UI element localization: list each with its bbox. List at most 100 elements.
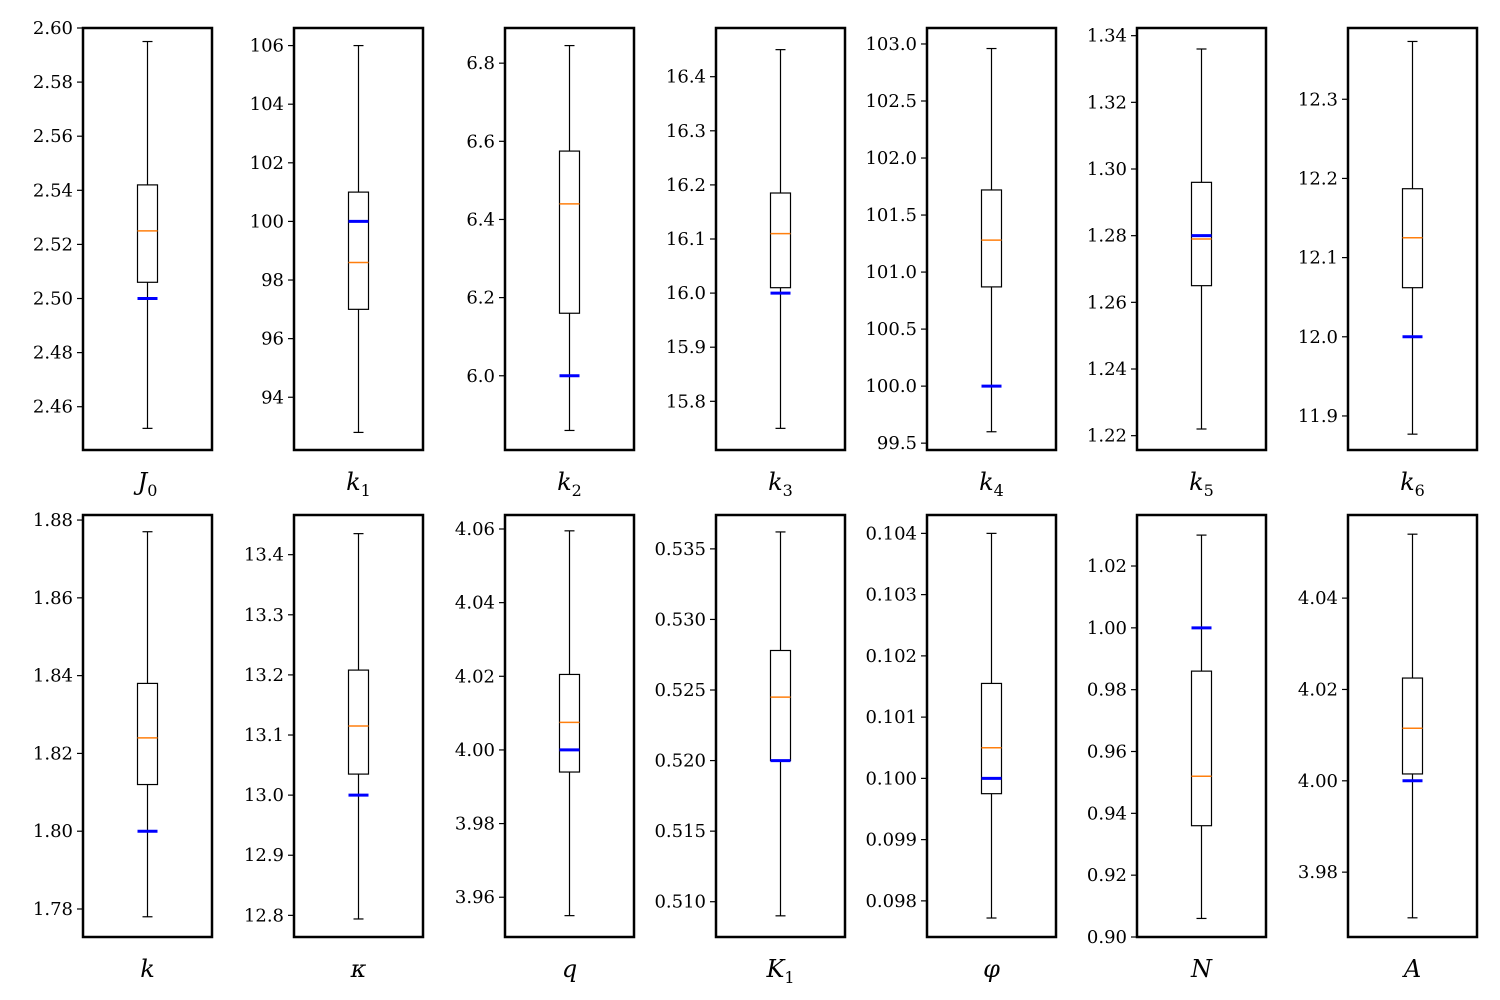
iqr-box bbox=[980, 189, 1003, 288]
y-tick-label: 0.102 bbox=[865, 646, 917, 667]
subplot-5: 99.5 100.0 100.5 101.0 101.5 102.0 102.5 103.0 k… bbox=[865, 26, 1058, 500]
axes-frame bbox=[1135, 26, 1268, 452]
iqr-box bbox=[558, 673, 581, 773]
subplot-3: 6.0 6.2 6.4 6.6 6.8 k2 bbox=[466, 26, 636, 500]
y-tick-label: 4.00 bbox=[455, 740, 495, 761]
y-tick-label: 13.3 bbox=[244, 605, 284, 626]
x-axis-label: φ bbox=[983, 955, 1000, 983]
y-tick-label: 2.46 bbox=[33, 397, 73, 418]
subplot-6: 1.22 1.24 1.26 1.28 1.30 1.32 1.34 k5 bbox=[1087, 26, 1268, 500]
y-tick-label: 1.02 bbox=[1087, 556, 1127, 577]
y-tick-label: 12.1 bbox=[1298, 248, 1338, 269]
y-tick-label: 0.96 bbox=[1087, 742, 1127, 763]
iqr-box bbox=[1190, 181, 1213, 287]
y-tick-label: 2.48 bbox=[33, 343, 73, 364]
y-tick-label: 102.5 bbox=[865, 91, 917, 112]
y-tick-label: 12.8 bbox=[244, 905, 284, 926]
y-tick-label: 4.06 bbox=[455, 519, 495, 540]
y-tick-label: 4.02 bbox=[1298, 679, 1338, 700]
iqr-box bbox=[980, 682, 1003, 795]
x-axis-label: q bbox=[562, 955, 577, 983]
y-tick-label: 1.82 bbox=[33, 743, 73, 764]
x-axis-label: K1 bbox=[765, 955, 794, 987]
y-tick-label: 1.86 bbox=[33, 588, 73, 609]
y-tick-label: 0.100 bbox=[865, 768, 917, 789]
axes-frame bbox=[714, 513, 847, 939]
y-tick-label: 0.92 bbox=[1087, 865, 1127, 886]
y-tick-label: 98 bbox=[261, 270, 284, 291]
axes-frame bbox=[503, 26, 636, 452]
subplot-4: 15.8 15.9 16.0 16.1 16.2 16.3 16.4 k3 bbox=[666, 26, 847, 500]
axes-frame bbox=[1346, 513, 1479, 939]
y-tick-label: 103.0 bbox=[865, 34, 917, 55]
iqr-box bbox=[1401, 677, 1424, 775]
y-tick-label: 16.2 bbox=[666, 175, 706, 196]
y-tick-label: 6.4 bbox=[466, 209, 495, 230]
y-tick-label: 1.78 bbox=[33, 899, 73, 920]
y-tick-label: 1.88 bbox=[33, 510, 73, 531]
y-tick-label: 99.5 bbox=[877, 433, 917, 454]
y-tick-label: 4.04 bbox=[1298, 588, 1338, 609]
axes-frame bbox=[292, 26, 425, 452]
subplot-8: 1.78 1.80 1.82 1.84 1.86 1.88 k bbox=[33, 510, 214, 983]
y-tick-label: 2.50 bbox=[33, 289, 73, 310]
subplot-1: 2.46 2.48 2.50 2.52 2.54 2.56 2.58 2.60 J0 bbox=[33, 18, 214, 500]
iqr-box bbox=[136, 184, 159, 283]
y-tick-label: 101.5 bbox=[865, 205, 917, 226]
y-tick-label: 6.2 bbox=[466, 288, 495, 309]
y-tick-label: 1.28 bbox=[1087, 226, 1127, 247]
subplot-11: 0.510 0.515 0.520 0.525 0.530 0.535 K1 bbox=[654, 513, 847, 987]
y-tick-label: 13.4 bbox=[244, 545, 284, 566]
y-tick-label: 0.525 bbox=[654, 680, 706, 701]
y-tick-label: 100.5 bbox=[865, 319, 917, 340]
y-tick-label: 2.52 bbox=[33, 234, 73, 255]
y-tick-label: 16.1 bbox=[666, 229, 706, 250]
y-tick-label: 16.4 bbox=[666, 67, 706, 88]
subplot-13: 0.90 0.92 0.94 0.96 0.98 1.00 1.02 N bbox=[1087, 513, 1268, 983]
x-axis-label: k6 bbox=[1400, 468, 1425, 500]
y-tick-label: 1.24 bbox=[1087, 359, 1127, 380]
y-tick-label: 12.2 bbox=[1298, 168, 1338, 189]
y-tick-label: 96 bbox=[261, 329, 284, 350]
y-tick-label: 6.0 bbox=[466, 366, 495, 387]
axes-frame bbox=[1346, 26, 1479, 452]
x-axis-label: k3 bbox=[768, 468, 793, 500]
y-tick-label: 101.0 bbox=[865, 262, 917, 283]
y-tick-label: 4.02 bbox=[455, 666, 495, 687]
y-tick-label: 3.98 bbox=[1298, 862, 1338, 883]
x-axis-label: k bbox=[140, 955, 155, 983]
y-tick-label: 4.04 bbox=[455, 593, 495, 614]
y-tick-label: 3.98 bbox=[455, 814, 495, 835]
y-tick-label: 13.2 bbox=[244, 665, 284, 686]
subplot-14: 3.98 4.00 4.02 4.04 A bbox=[1298, 513, 1479, 983]
y-tick-label: 100.0 bbox=[865, 376, 917, 397]
y-tick-label: 0.90 bbox=[1087, 927, 1127, 948]
x-axis-label: A bbox=[1402, 955, 1421, 983]
x-axis-label: k5 bbox=[1189, 468, 1214, 500]
y-tick-label: 3.96 bbox=[455, 887, 495, 908]
y-tick-label: 4.00 bbox=[1298, 771, 1338, 792]
subplot-9: 12.8 12.9 13.0 13.1 13.2 13.3 13.4 κ bbox=[244, 513, 425, 983]
axes-frame bbox=[81, 26, 214, 452]
y-tick-label: 1.22 bbox=[1087, 426, 1127, 447]
y-tick-label: 2.58 bbox=[33, 72, 73, 93]
subplot-2: 94 96 98 100 102 104 106 k1 bbox=[250, 26, 425, 500]
axes-frame bbox=[714, 26, 847, 452]
y-tick-label: 6.6 bbox=[466, 131, 495, 152]
y-tick-label: 1.00 bbox=[1087, 618, 1127, 639]
y-tick-label: 0.510 bbox=[654, 892, 706, 913]
y-tick-label: 2.60 bbox=[33, 18, 73, 39]
axes-frame bbox=[292, 513, 425, 939]
axes-frame bbox=[1135, 513, 1268, 939]
y-tick-label: 94 bbox=[261, 387, 284, 408]
y-tick-label: 0.535 bbox=[654, 539, 706, 560]
x-axis-label: k4 bbox=[979, 468, 1004, 500]
y-tick-label: 13.0 bbox=[244, 785, 284, 806]
y-tick-label: 0.515 bbox=[654, 821, 706, 842]
y-tick-label: 106 bbox=[250, 36, 284, 57]
y-tick-label: 0.101 bbox=[865, 707, 917, 728]
x-axis-label: k2 bbox=[557, 468, 582, 500]
y-tick-label: 1.34 bbox=[1087, 26, 1127, 47]
y-tick-label: 13.1 bbox=[244, 725, 284, 746]
